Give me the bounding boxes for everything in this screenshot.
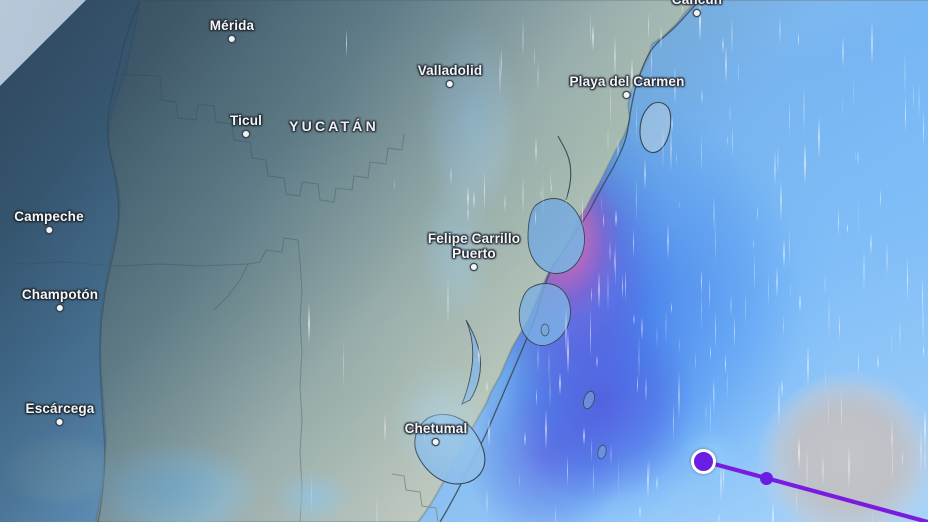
place-marker-dot [56,304,64,312]
place-name-text: Cancún [672,0,722,7]
place-marker-dot [693,9,701,17]
storm-track-node-current-position[interactable] [690,448,716,474]
place-name-text: Chetumal [404,421,468,436]
place-label-m-rida[interactable]: Mérida [210,18,254,43]
place-name-text: Felipe Carrillo [427,231,521,246]
place-name-text: Mérida [209,18,255,33]
place-marker-dot [241,130,250,138]
place-marker-dot [446,80,454,88]
place-marker-dot [44,226,53,234]
place-label-campeche[interactable]: Campeche [14,209,84,234]
place-label-champot-n[interactable]: Champotón [22,287,98,312]
islet-a [583,390,595,410]
place-label-chetumal[interactable]: Chetumal [405,421,468,446]
place-name-text: Campeche [14,209,84,224]
place-name-text: Escárcega [25,401,95,416]
place-label-ticul[interactable]: Ticul [230,113,262,138]
place-label-esc-rcega[interactable]: Escárcega [26,401,95,426]
place-name-text: Valladolid [417,63,483,78]
cozumel-island [639,101,672,154]
place-label-playa-del-carmen[interactable]: Playa del Carmen [570,74,685,99]
islet-b [597,444,607,460]
place-marker-dot [470,263,478,271]
place-label-canc-n[interactable]: Cancún [672,0,722,17]
place-label-felipe-carrillo-puerto[interactable]: Felipe Carrillo Puerto [428,231,520,271]
place-marker-dot [227,35,236,43]
place-name-text: Playa del Carmen [569,74,685,89]
place-marker-dot [623,91,631,99]
place-name-text: Champotón [21,287,99,302]
place-marker-dot [432,438,440,446]
islet-c [540,323,550,337]
place-name-text: Puerto [452,246,496,261]
place-marker-dot [56,418,64,426]
place-label-valladolid[interactable]: Valladolid [418,63,483,88]
storm-track-node-forecast-point-1[interactable] [759,471,773,485]
place-name-text: Ticul [229,113,263,128]
